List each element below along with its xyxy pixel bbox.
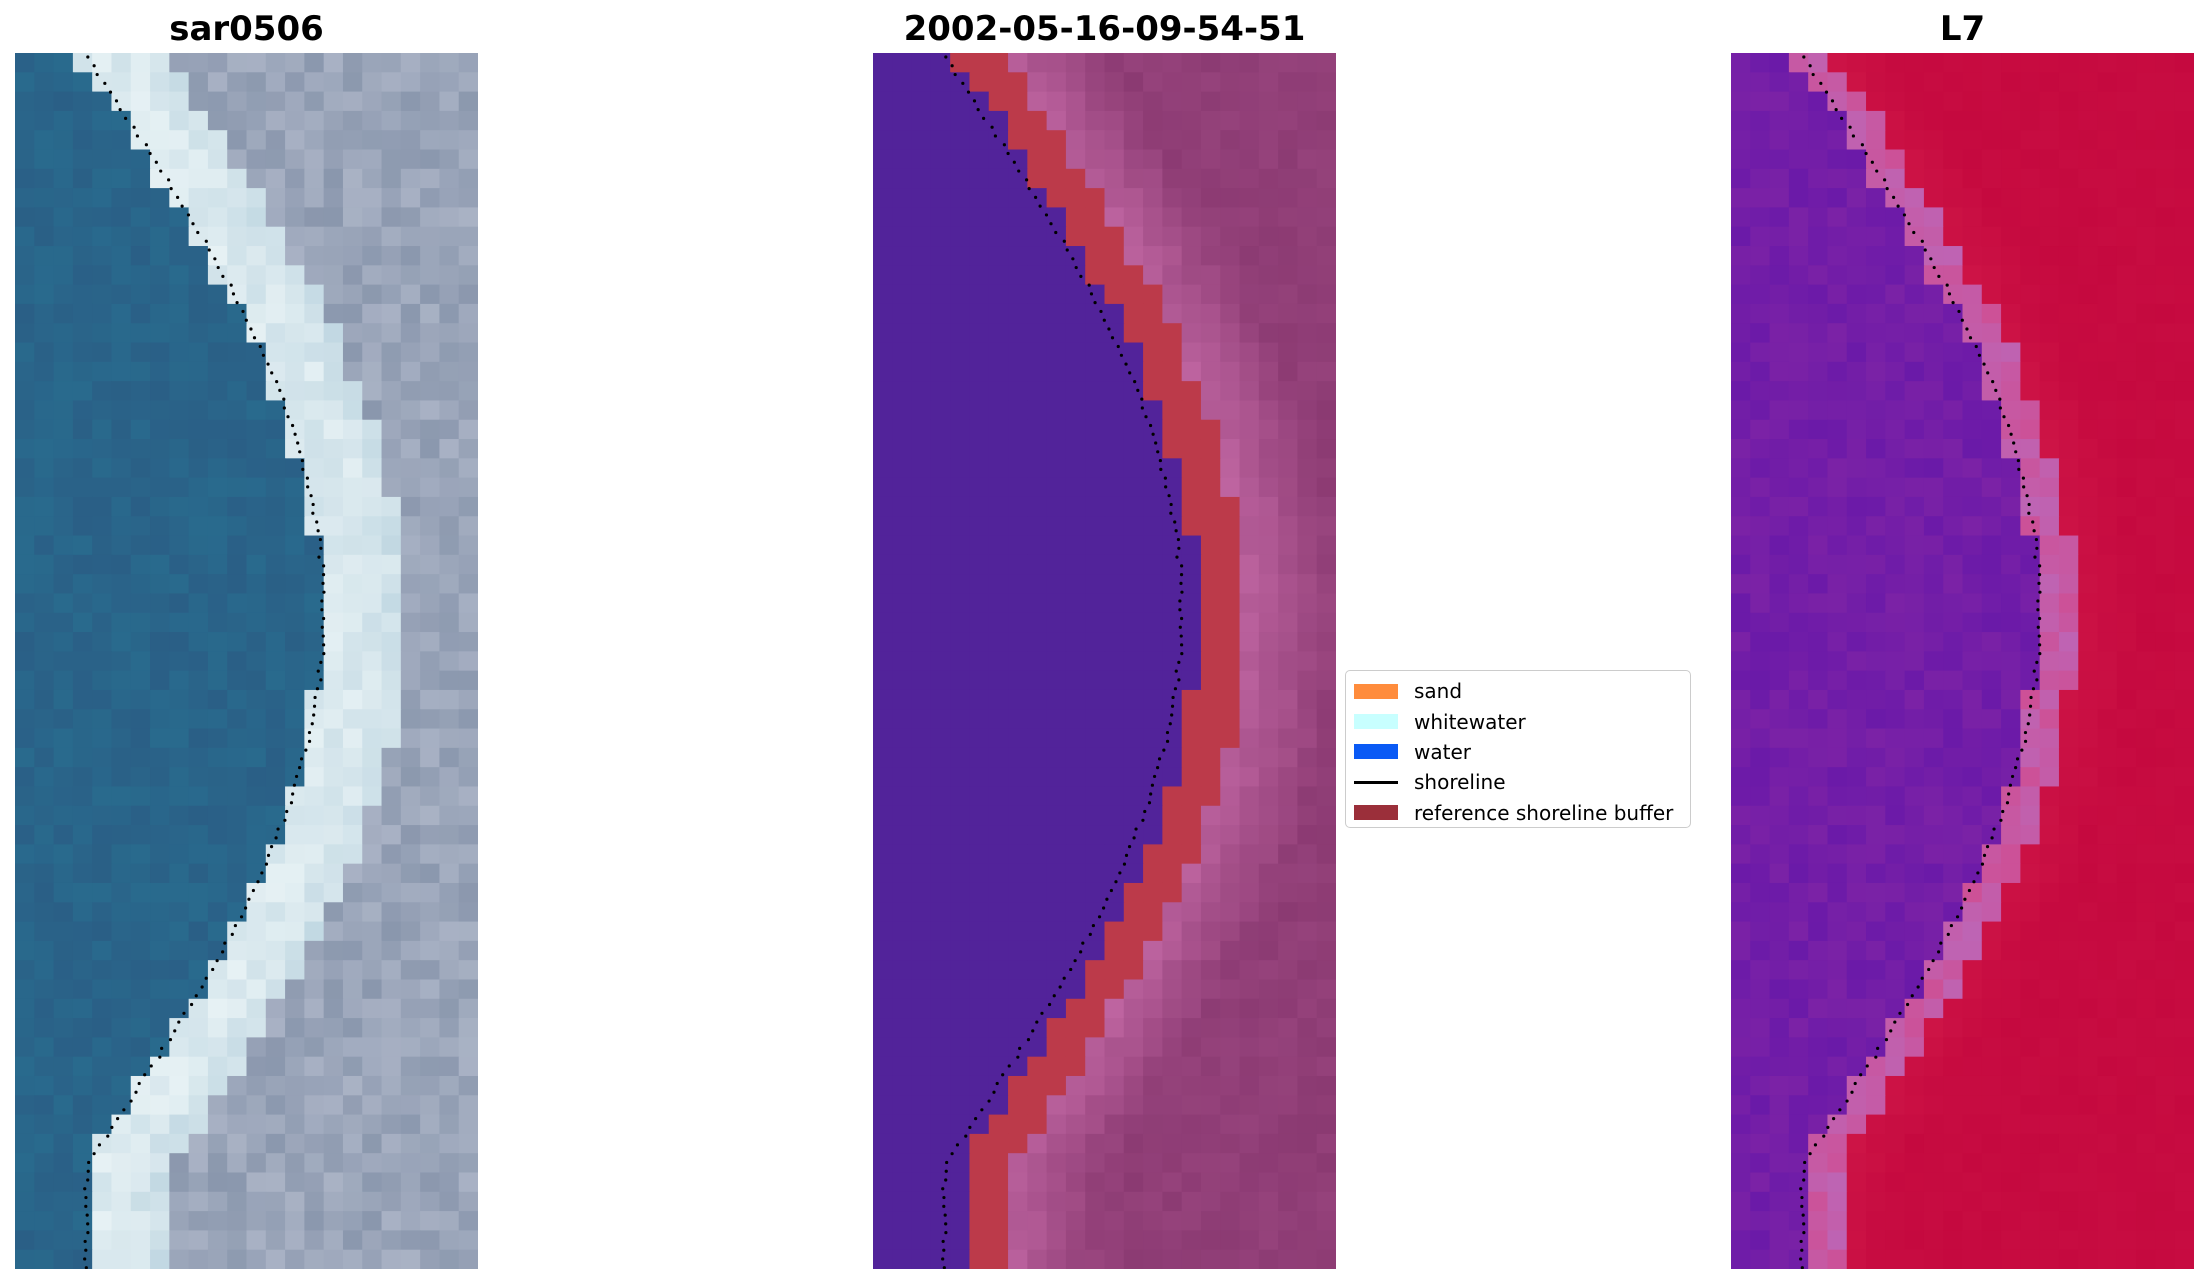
whitewater-swatch xyxy=(1354,714,1398,730)
panel-title-index: L7 xyxy=(1939,9,1986,49)
legend-label-whitewater: whitewater xyxy=(1414,709,1526,734)
index-image-panel xyxy=(1731,53,2194,1269)
sand-swatch xyxy=(1354,683,1398,699)
rgb-image xyxy=(15,53,478,1269)
legend-item-water: water xyxy=(1346,737,1690,767)
classified-image xyxy=(873,53,1336,1269)
classified-image-panel xyxy=(873,53,1336,1269)
legend-label-shoreline: shoreline xyxy=(1414,770,1506,795)
legend-label-sand: sand xyxy=(1414,679,1463,704)
panel-title-rgb: sar0506 xyxy=(169,9,324,49)
legend: sand whitewater water shoreline referenc… xyxy=(1345,670,1691,828)
legend-item-reference-buffer: reference shoreline buffer xyxy=(1346,798,1690,828)
panel-title-classified: 2002-05-16-09-54-51 xyxy=(903,9,1306,49)
legend-item-sand: sand xyxy=(1346,676,1690,706)
reference-buffer-swatch xyxy=(1354,805,1398,821)
water-swatch xyxy=(1354,744,1398,760)
legend-label-reference-buffer: reference shoreline buffer xyxy=(1414,800,1674,825)
index-image xyxy=(1731,53,2194,1269)
legend-label-water: water xyxy=(1414,739,1471,764)
rgb-image-panel xyxy=(15,53,478,1269)
legend-item-shoreline: shoreline xyxy=(1346,767,1690,797)
shoreline-line-swatch xyxy=(1354,780,1398,784)
legend-item-whitewater: whitewater xyxy=(1346,706,1690,736)
